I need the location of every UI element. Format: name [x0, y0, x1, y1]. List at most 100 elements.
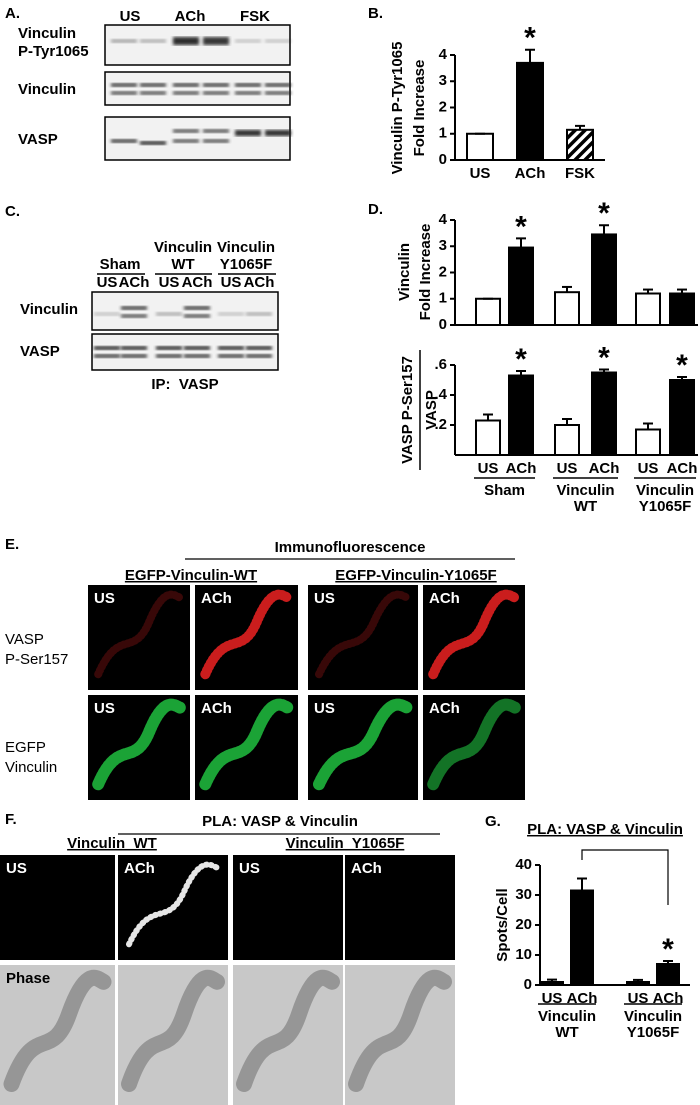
band [235, 130, 261, 136]
group-label: Vinculin [556, 482, 614, 499]
bar [570, 889, 594, 986]
row-label: Vinculin [20, 301, 78, 318]
bar [554, 291, 580, 326]
band [121, 354, 147, 358]
row-label: VASP [5, 631, 44, 648]
x-tick-label: ACh [653, 990, 684, 1007]
x-tick-label: US [628, 990, 649, 1007]
lane-label: US [221, 274, 242, 291]
error-bar [663, 960, 673, 964]
x-tick-label: ACh [515, 165, 546, 182]
caption: IP: VASP [151, 376, 218, 393]
bar [475, 419, 501, 456]
panel-label: A. [5, 5, 20, 22]
error-bar [562, 285, 572, 293]
image-label: US [314, 590, 335, 607]
image-label: US [314, 700, 335, 717]
band [265, 91, 291, 95]
group-label: Y1065F [639, 498, 692, 515]
y-tick-label: 20 [515, 916, 532, 933]
cell [428, 589, 520, 680]
x-tick-label: US [478, 460, 499, 477]
group-label: Vinculin [636, 482, 694, 499]
band [235, 91, 261, 95]
error-bar [562, 418, 572, 425]
y-tick-label: 3 [439, 72, 447, 89]
chart-title: PLA: VASP & Vinculin [527, 821, 683, 838]
significance-mark: * [598, 197, 610, 230]
y-tick-label: 0 [439, 316, 447, 333]
band [203, 139, 229, 143]
x-tick-label: US [557, 460, 578, 477]
image-label: ACh [124, 860, 155, 877]
error-bar [677, 376, 687, 380]
y-tick-label: 30 [515, 886, 532, 903]
row-label: Vinculin [5, 759, 57, 776]
row-label: VASP [20, 343, 60, 360]
comparison-bracket [581, 849, 669, 905]
bar [656, 963, 680, 986]
image-label: ACh [429, 700, 460, 717]
y-tick-label: .2 [434, 416, 447, 433]
cell [427, 698, 521, 791]
y-tick-label: 2 [439, 263, 447, 280]
row-label: VASP [18, 131, 58, 148]
error-bar [577, 877, 587, 891]
cell [121, 969, 225, 1092]
blot-group [104, 24, 291, 161]
y-tick-label: 4 [439, 211, 448, 228]
blot [91, 291, 279, 331]
bar [635, 292, 661, 326]
micrograph [345, 855, 455, 960]
y-tick-label: 1 [439, 290, 447, 307]
column-label: EGFP-Vinculin-WT [125, 567, 257, 584]
bar [669, 292, 695, 326]
micrograph [88, 585, 190, 690]
image-label: Phase [6, 970, 50, 987]
band [246, 354, 272, 358]
band [203, 37, 229, 45]
band [265, 130, 291, 136]
significance-mark: * [524, 22, 536, 55]
error-bar [643, 422, 653, 430]
section-title: PLA: VASP & Vinculin [202, 813, 358, 830]
bar [566, 128, 594, 161]
column-label: Vinculin Y1065F [286, 835, 405, 852]
y-tick-label: .6 [434, 356, 447, 373]
panel-label: E. [5, 536, 19, 553]
band [173, 37, 199, 45]
column-label: Vinculin WT [67, 835, 157, 852]
image-label: ACh [201, 700, 232, 717]
group-label: Y1065F [220, 256, 273, 273]
bar [626, 981, 650, 986]
cell [236, 969, 340, 1092]
cell [126, 861, 220, 948]
lane-label: US [159, 274, 180, 291]
x-tick-label: ACh [506, 460, 537, 477]
row-label: Vinculin [18, 81, 76, 98]
bar [516, 61, 544, 161]
cell [92, 698, 186, 791]
bar [591, 371, 617, 456]
band [218, 312, 244, 316]
group-label: WT [171, 256, 194, 273]
image-group: US ACh US ACh US ACh US ACh US ACh US ACh Phase [0, 585, 525, 1105]
x-tick-label: US [638, 460, 659, 477]
band [218, 354, 244, 358]
band [111, 39, 137, 43]
cell [315, 590, 411, 679]
lane-label: US [97, 274, 118, 291]
row-label: EGFP [5, 739, 46, 756]
band [184, 354, 210, 358]
cell [3, 969, 112, 1092]
panel-label: D. [368, 201, 383, 218]
cell [200, 589, 293, 680]
band [121, 346, 147, 350]
band [140, 141, 166, 145]
y-tick-label: 10 [515, 946, 532, 963]
band [184, 346, 210, 350]
y-tick-label: 4 [439, 46, 448, 63]
band [235, 83, 261, 87]
